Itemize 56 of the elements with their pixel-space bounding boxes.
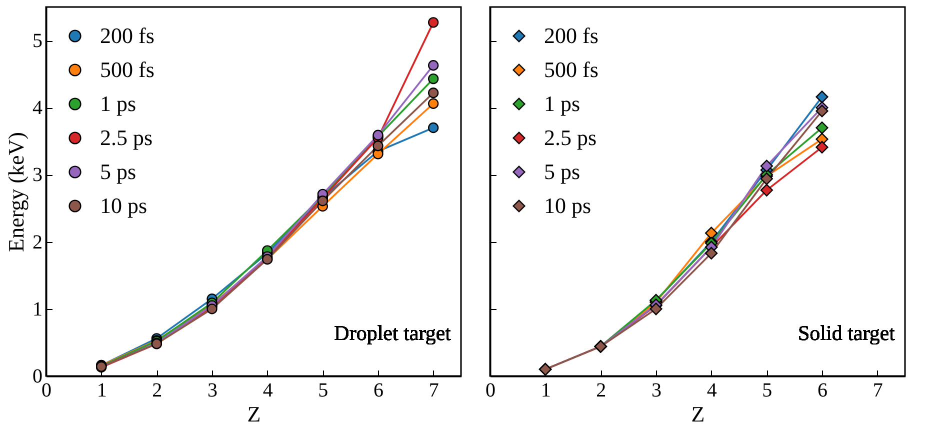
legend-label: 200 fs [544,23,598,48]
point [760,184,773,196]
point [816,121,828,134]
x-tick-label: 4 [706,380,717,402]
y-axis-title: Energy (keV) [4,132,28,252]
x-axis-title: Z [247,402,261,426]
x-axis-title: Z [691,402,705,426]
point [372,140,384,152]
y-tick-label: 1 [32,298,42,320]
legend-label: 500 fs [100,57,154,82]
y-tick-label: 3 [32,164,42,186]
point [816,90,828,104]
y-tick-label: 0 [32,366,42,388]
x-tick-label: 3 [208,380,218,402]
x-tick-label: 7 [872,380,883,402]
point [816,104,828,118]
x-tick-label: 1 [540,380,551,402]
x-tick-label: 6 [374,380,384,402]
point [816,140,828,154]
point [428,73,439,84]
point [650,302,662,316]
legend-label: 5 ps [544,159,580,184]
point [317,196,328,206]
x-tick-label: 3 [652,380,662,402]
annotation: Droplet target [334,321,452,345]
point [760,160,773,172]
point [428,98,439,109]
legend-label: 500 fs [544,57,598,82]
y-tick-label: 2 [32,231,42,254]
point [428,88,439,98]
legend-label: 1 ps [100,91,136,116]
point [705,246,718,260]
x-tick-label: 2 [152,380,162,402]
y-tick-label: 5 [32,30,42,52]
legend-label: 2.5 ps [100,125,153,150]
y-tick-label: 4 [32,97,42,120]
annotation: Solid target [798,321,896,345]
point [705,226,718,240]
point [760,172,773,186]
legend-label: 10 ps [544,193,592,218]
legend-label: 200 fs [100,23,154,48]
legend-label: 1 ps [544,91,580,116]
x-tick-label: 2 [596,380,606,402]
x-tick-label: 7 [428,380,439,402]
x-tick-label: 5 [318,380,328,402]
point [428,122,439,134]
x-tick-label: 5 [762,380,772,402]
x-tick-label: 6 [818,380,828,402]
x-tick-label: 1 [96,380,107,402]
legend-label: 2.5 ps [544,125,597,150]
x-tick-label: 4 [262,380,273,402]
point [428,60,439,71]
x-tick-label: 0 [486,380,496,402]
point [428,17,439,28]
legend-label: 10 ps [100,193,148,218]
legend-label: 5 ps [100,159,136,184]
